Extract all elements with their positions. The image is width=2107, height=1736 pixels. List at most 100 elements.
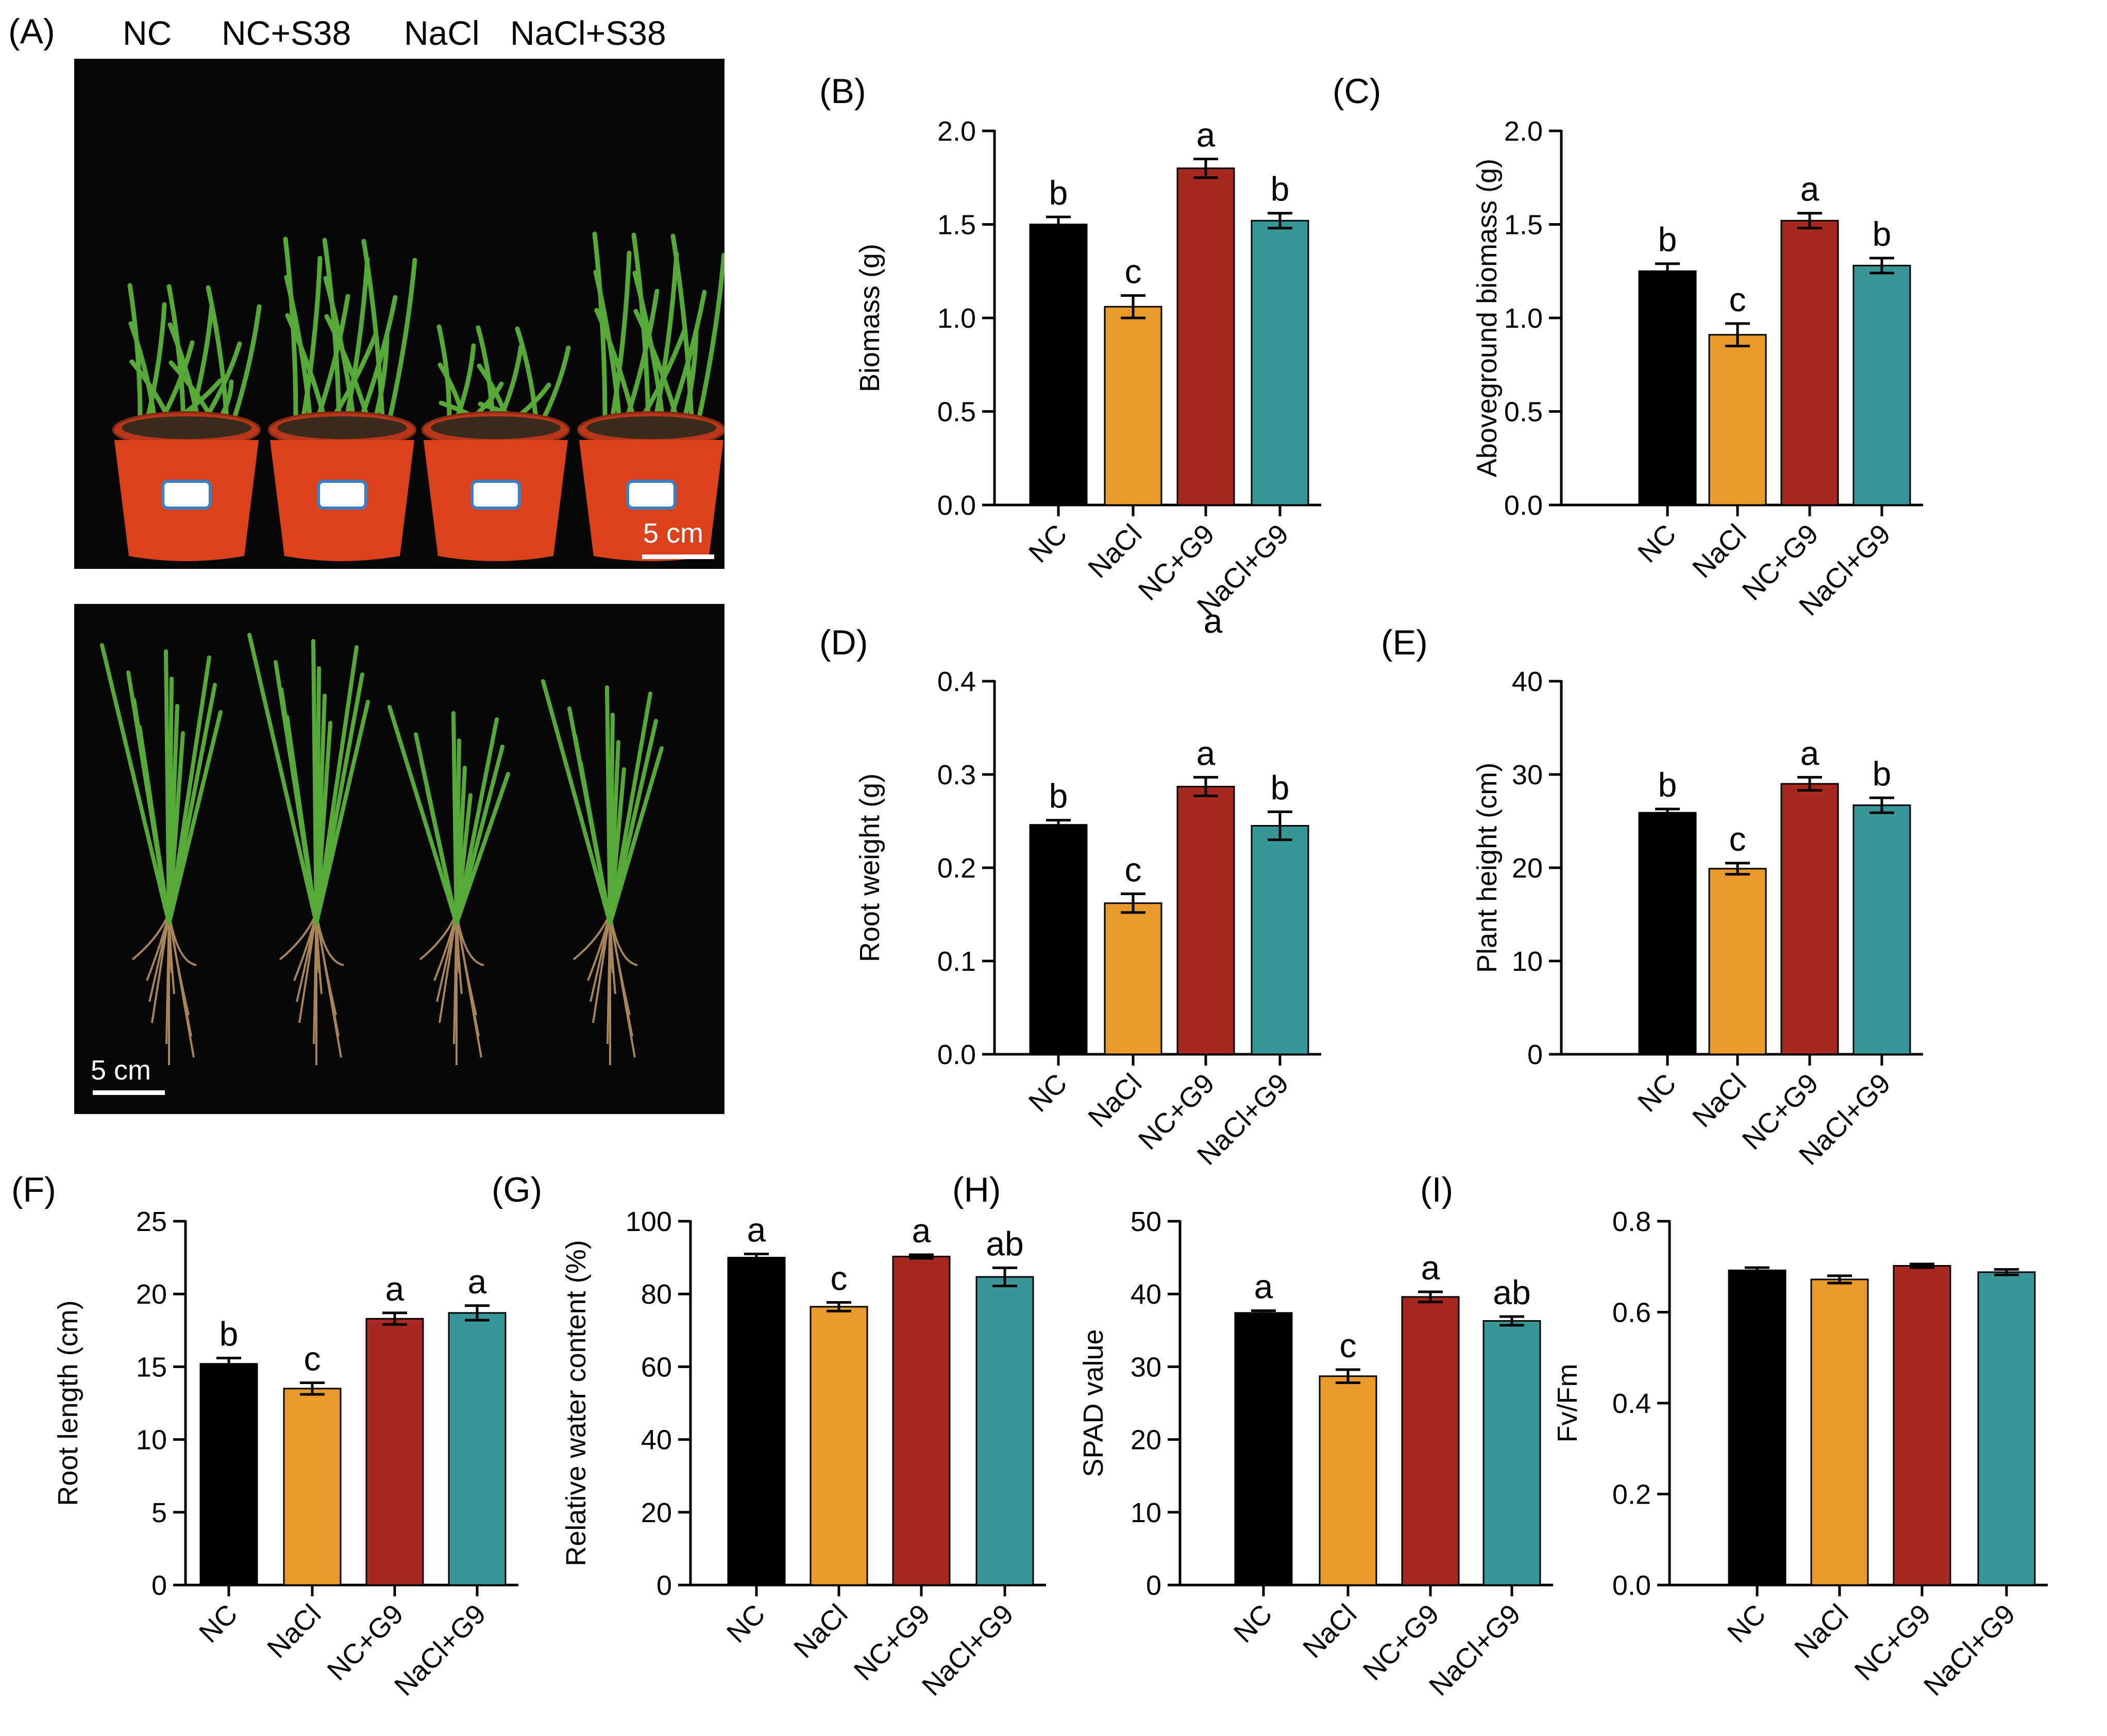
x-category-label: NaCl+G9 <box>389 1598 492 1702</box>
plant-group <box>387 705 510 1065</box>
pot-soil <box>277 416 407 439</box>
y-tick-label: 0.5 <box>1504 397 1543 428</box>
y-tick-label: 0.8 <box>1612 1206 1651 1237</box>
significance-letter: b <box>1873 754 1892 793</box>
significance-letter: c <box>1125 851 1142 889</box>
leaf <box>361 239 385 422</box>
y-axis-label: Fv/Fm <box>1552 1364 1583 1443</box>
y-tick-label: 10 <box>1131 1497 1161 1528</box>
photo-label-nacl-s38: NaCl+S38 <box>510 14 666 52</box>
significance-letter: ab <box>1493 1273 1530 1311</box>
leaf <box>541 345 571 422</box>
x-category-label: NaCl+G9 <box>916 1598 1020 1702</box>
pot-tag <box>470 480 521 510</box>
x-category-label: NaCl <box>1687 518 1752 584</box>
plant-group <box>247 633 370 1065</box>
bar-nacl-g9 <box>1852 264 1911 506</box>
shoot <box>425 787 459 925</box>
significance-letter: a <box>747 1211 766 1249</box>
bar-nc-g9 <box>1893 1265 1951 1586</box>
bar-nacl <box>1104 902 1162 1055</box>
pot-tag <box>317 480 367 510</box>
bar-nacl <box>1104 306 1162 506</box>
pot-tag <box>626 480 677 510</box>
y-axis-label: Plant height (cm) <box>1472 763 1503 973</box>
plant-group <box>541 679 664 1065</box>
y-tick-label: 0.2 <box>937 853 976 884</box>
y-axis-label: Biomass (g) <box>854 244 885 392</box>
y-tick-label: 1.5 <box>1504 210 1543 241</box>
bar-nacl-g9 <box>448 1312 507 1586</box>
significance-letter: a <box>1254 1268 1273 1306</box>
panel-letter: (G) <box>492 1170 542 1209</box>
leaf <box>206 285 229 422</box>
y-tick-label: 0 <box>151 1570 167 1601</box>
significance-letter: b <box>1271 170 1290 208</box>
x-category-label: NaCl <box>261 1598 327 1664</box>
y-axis-label: Root weight (g) <box>854 773 885 962</box>
pot-group <box>268 237 417 561</box>
leaf <box>373 333 390 422</box>
y-tick-label: 80 <box>641 1279 672 1310</box>
significance-letter: c <box>304 1339 321 1377</box>
bar-nacl <box>810 1306 868 1586</box>
y-tick-label: 50 <box>1131 1206 1161 1237</box>
significance-letter: c <box>1125 252 1142 290</box>
bar-nc-g9 <box>1176 167 1235 506</box>
pot-photo: 5 cm <box>74 59 724 569</box>
leaf <box>515 326 538 422</box>
leaf <box>696 252 724 422</box>
y-tick-label: 10 <box>1512 946 1543 977</box>
y-axis-label: SPAD value <box>1078 1329 1109 1477</box>
bar-nacl <box>1708 868 1767 1055</box>
x-category-label: NaCl <box>1687 1068 1752 1133</box>
shoot <box>387 705 459 925</box>
significance-letter: a <box>468 1262 487 1301</box>
y-tick-label: 40 <box>1131 1279 1161 1310</box>
pot-soil <box>586 416 716 439</box>
bar-nc <box>727 1257 786 1586</box>
pots-illustration <box>112 231 724 561</box>
panel-letter: (F) <box>11 1170 56 1209</box>
x-category-label: NaCl <box>1789 1598 1854 1664</box>
significance-letter: c <box>831 1259 848 1297</box>
y-tick-label: 0.4 <box>1612 1388 1651 1419</box>
leaf <box>387 258 417 422</box>
y-tick-label: 20 <box>641 1497 672 1528</box>
bar-nc-g9 <box>1780 783 1839 1055</box>
bottom-scale-label: 5 cm <box>91 1055 151 1086</box>
shoot <box>314 700 370 925</box>
y-tick-label: 30 <box>1131 1352 1161 1383</box>
significance-letter: b <box>1658 221 1677 259</box>
x-category-label: NC <box>1632 518 1682 569</box>
bar-nc <box>1029 824 1088 1055</box>
y-axis-label: Relative water content (%) <box>561 1240 592 1566</box>
shoot <box>285 715 318 925</box>
top-scale-bar <box>642 554 714 559</box>
bar-nc-g9 <box>1401 1296 1460 1586</box>
significance-letter: a <box>1196 115 1216 154</box>
significance-letter: b <box>1049 777 1068 815</box>
bar-nacl <box>1708 334 1767 506</box>
y-tick-label: 30 <box>1512 760 1543 790</box>
y-tick-label: 40 <box>1512 666 1543 697</box>
y-tick-label: 15 <box>136 1352 167 1383</box>
significance-letter: b <box>1873 215 1892 253</box>
bar-nacl <box>1319 1375 1377 1586</box>
y-axis-label: Root length (cm) <box>53 1300 83 1506</box>
y-tick-label: 60 <box>641 1352 672 1383</box>
x-category-label: NaCl+G9 <box>1918 1598 2021 1702</box>
y-tick-label: 0.2 <box>1612 1479 1651 1510</box>
y-tick-label: 100 <box>626 1206 672 1237</box>
x-category-label: NC <box>1228 1598 1278 1649</box>
significance-letter: a <box>1196 734 1216 772</box>
bar-nacl-g9 <box>1482 1320 1541 1586</box>
shoot <box>454 772 510 925</box>
significance-letter: c <box>1340 1326 1357 1364</box>
bar-nacl-g9 <box>1977 1271 2036 1586</box>
significance-letter: a <box>1800 734 1819 772</box>
